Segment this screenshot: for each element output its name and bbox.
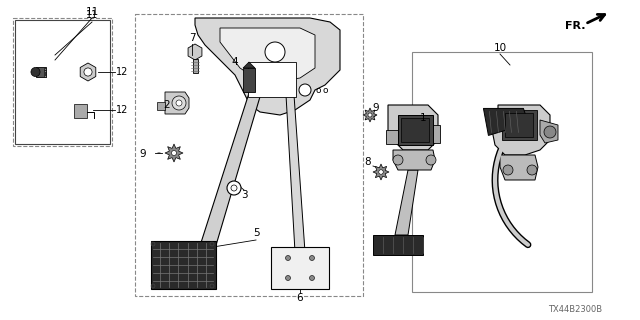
Polygon shape (500, 155, 538, 180)
Text: 4: 4 (232, 57, 238, 67)
Bar (13, 18, 112, 146)
Circle shape (368, 113, 372, 117)
Text: 10: 10 (493, 43, 507, 53)
Text: TX44B2300B: TX44B2300B (548, 306, 602, 315)
Polygon shape (395, 170, 418, 235)
Polygon shape (165, 92, 189, 114)
Bar (401, 118, 429, 142)
Circle shape (265, 42, 285, 62)
Text: o: o (323, 85, 328, 94)
Circle shape (210, 242, 214, 246)
Bar (412, 52, 592, 292)
Polygon shape (188, 44, 202, 60)
Text: 7: 7 (189, 33, 195, 43)
Polygon shape (373, 164, 389, 180)
Bar (44, 68, 46, 70)
Circle shape (172, 96, 186, 110)
Circle shape (379, 170, 383, 174)
Circle shape (151, 284, 155, 288)
Polygon shape (80, 63, 96, 81)
Circle shape (285, 255, 291, 260)
Bar (44, 73, 46, 74)
Bar (44, 70, 46, 72)
Text: 6: 6 (297, 293, 303, 303)
Circle shape (544, 126, 556, 138)
Circle shape (176, 100, 182, 106)
Polygon shape (393, 150, 435, 170)
Polygon shape (286, 95, 305, 252)
Bar (44, 75, 46, 77)
Circle shape (84, 68, 92, 76)
Circle shape (210, 284, 214, 288)
Text: 2: 2 (164, 100, 170, 110)
Polygon shape (220, 28, 315, 82)
Text: FR.: FR. (564, 21, 585, 31)
Circle shape (393, 155, 403, 165)
Polygon shape (388, 105, 438, 150)
Polygon shape (165, 144, 183, 162)
Circle shape (285, 276, 291, 281)
Circle shape (151, 242, 155, 246)
Text: 3: 3 (241, 190, 247, 200)
Polygon shape (483, 108, 529, 135)
Bar (398, 115, 433, 145)
Polygon shape (74, 104, 87, 118)
Bar (248, 62, 296, 97)
Circle shape (172, 150, 177, 156)
Text: 8: 8 (365, 157, 371, 167)
Polygon shape (35, 67, 46, 77)
Bar (15, 20, 110, 144)
Text: 12: 12 (116, 67, 128, 77)
Polygon shape (540, 120, 558, 143)
Bar (502, 110, 537, 140)
Bar (386, 130, 398, 144)
Bar (428, 125, 440, 143)
Bar (505, 113, 533, 137)
Text: 12: 12 (116, 105, 128, 115)
Circle shape (527, 165, 537, 175)
Bar (135, 14, 363, 296)
Text: 9: 9 (140, 149, 147, 159)
Bar (243, 68, 255, 92)
Circle shape (426, 155, 436, 165)
Text: 11: 11 (85, 7, 99, 17)
Bar (193, 59, 198, 73)
Text: o: o (316, 85, 321, 94)
Text: 1: 1 (420, 113, 426, 123)
Polygon shape (198, 90, 262, 252)
Bar (151, 241, 216, 289)
Polygon shape (363, 108, 377, 122)
Polygon shape (195, 18, 340, 115)
Circle shape (299, 84, 311, 96)
Circle shape (227, 181, 241, 195)
Text: 11: 11 (86, 10, 98, 20)
Polygon shape (157, 102, 165, 110)
Circle shape (503, 165, 513, 175)
Text: 5: 5 (253, 228, 259, 238)
Circle shape (31, 68, 40, 76)
Text: 9: 9 (372, 103, 380, 113)
Polygon shape (373, 235, 423, 255)
Circle shape (310, 276, 314, 281)
Polygon shape (492, 105, 550, 155)
Circle shape (310, 255, 314, 260)
Polygon shape (243, 62, 255, 68)
Bar (271, 247, 329, 289)
Circle shape (231, 185, 237, 191)
